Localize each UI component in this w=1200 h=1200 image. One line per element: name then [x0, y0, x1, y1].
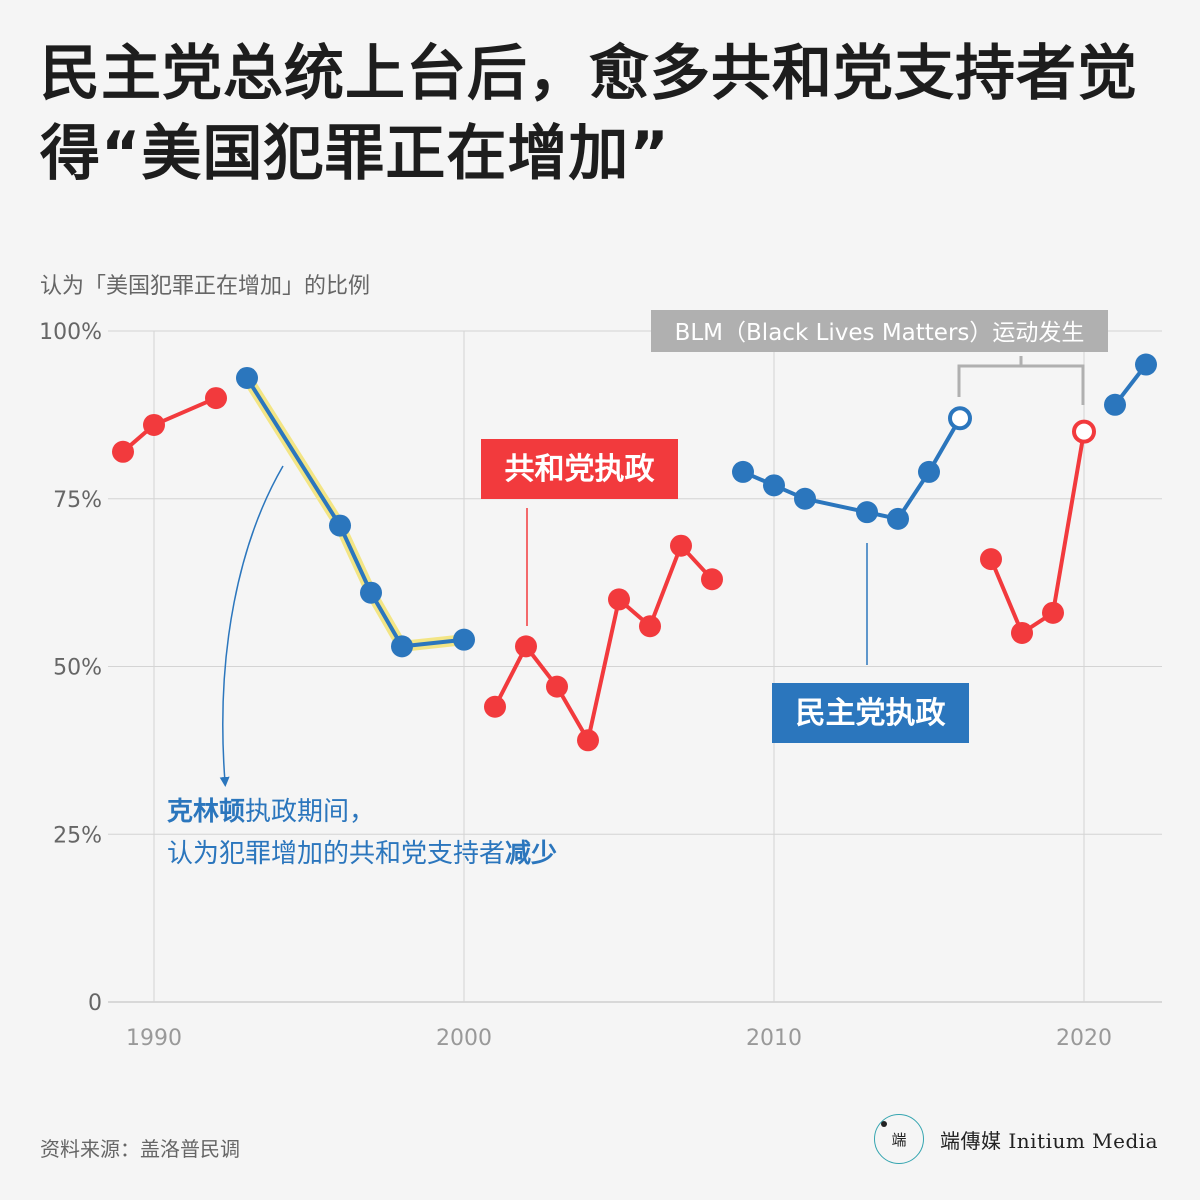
brand-logo-block: 端 端傳媒 Initium Media [874, 1112, 1158, 1166]
democrat-data-point [329, 514, 351, 537]
republican-series-line [121, 396, 217, 454]
republican-rule-label: 共和党执政 [481, 439, 678, 626]
democrat-data-point [856, 501, 878, 524]
republican-data-point [484, 695, 506, 718]
republican-rule-text: 共和党执政 [505, 452, 655, 487]
democrat-data-point [918, 460, 940, 483]
y-tick-label: 0 [88, 991, 102, 1016]
republican-data-point [1011, 621, 1033, 644]
clinton-annotation-line2: 认为犯罪增加的共和党支持者减少 [167, 839, 557, 869]
x-tick-label: 2000 [436, 1026, 492, 1051]
democrat-data-point [763, 474, 785, 497]
blm-text: BLM（Black Lives Matters）运动发生 [675, 320, 1085, 346]
republican-data-point [639, 615, 661, 638]
republican-series-line [989, 431, 1086, 635]
data-source: 资料来源：盖洛普民调 [40, 1137, 240, 1161]
republican-data-point [980, 548, 1002, 571]
democrat-hollow-point [948, 406, 972, 431]
republican-data-point [577, 729, 599, 752]
clinton-arrow [219, 465, 284, 787]
brand-name: 端傳媒 Initium Media [940, 1128, 1159, 1153]
initium-logo-icon: 端 [874, 1114, 924, 1164]
x-tick-label: 1990 [126, 1026, 182, 1051]
democrat-data-point [453, 628, 475, 651]
democrat-data-point [887, 507, 909, 530]
republican-data-point [515, 635, 537, 658]
democrat-data-point [1135, 353, 1157, 376]
democrat-data-point [360, 581, 382, 604]
blm-annotation: BLM（Black Lives Matters）运动发生 [651, 310, 1108, 405]
y-tick-label: 50% [53, 656, 102, 681]
republican-data-point [112, 440, 134, 463]
republican-data-point [701, 568, 723, 591]
republican-data-point [670, 534, 692, 557]
y-tick-label: 25% [53, 823, 102, 848]
x-tick-label: 2020 [1056, 1026, 1112, 1051]
y-tick-label: 75% [53, 488, 102, 513]
democrat-data-point [1104, 393, 1126, 416]
republican-data-point [143, 413, 165, 436]
republican-data-point [608, 588, 630, 611]
page-title: 民主党总统上台后，愈多共和党支持者觉得“美国犯罪正在增加” [40, 39, 1138, 189]
highlight-band [241, 372, 470, 652]
republican-data-point [205, 387, 227, 410]
democrat-series-line [245, 376, 465, 649]
y-tick-label: 100% [39, 320, 102, 345]
democrat-rule-text: 民主党执政 [796, 696, 946, 731]
democrat-data-point [236, 366, 258, 389]
democrat-rule-label: 民主党执政 [772, 543, 969, 743]
democrat-data-point [732, 460, 754, 483]
series-points [112, 353, 1157, 752]
chart-grid [108, 330, 1162, 1003]
republican-data-point [546, 675, 568, 698]
blm-bracket [957, 356, 1085, 405]
democrat-data-point [794, 487, 816, 510]
republican-hollow-point [1072, 419, 1096, 444]
chart-subtitle: 认为「美国犯罪正在增加」的比例 [40, 274, 371, 299]
republican-data-point [1042, 601, 1064, 624]
clinton-annotation-line1: 克林顿执政期间， [167, 797, 375, 827]
democrat-data-point [391, 635, 413, 658]
chart-axes: 0 25% 50% 75% 100% 1990 2000 2010 2020 [39, 320, 1112, 1051]
x-tick-label: 2010 [746, 1026, 802, 1051]
